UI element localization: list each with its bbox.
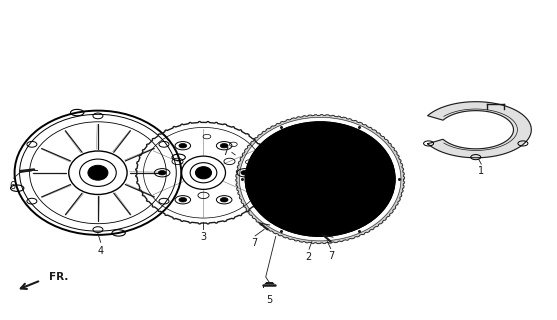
Text: 1: 1 bbox=[478, 166, 485, 176]
Ellipse shape bbox=[273, 191, 284, 197]
Ellipse shape bbox=[265, 136, 376, 222]
Text: 7: 7 bbox=[251, 238, 257, 248]
Ellipse shape bbox=[245, 122, 395, 236]
Ellipse shape bbox=[288, 147, 299, 153]
Ellipse shape bbox=[179, 197, 187, 202]
Ellipse shape bbox=[179, 143, 187, 148]
Text: 4: 4 bbox=[97, 246, 104, 256]
Ellipse shape bbox=[319, 141, 330, 147]
Text: 7: 7 bbox=[223, 147, 229, 157]
Ellipse shape bbox=[158, 171, 166, 175]
Text: 7: 7 bbox=[328, 251, 334, 261]
Text: 2: 2 bbox=[305, 252, 311, 262]
Ellipse shape bbox=[361, 173, 372, 179]
Ellipse shape bbox=[241, 171, 249, 175]
Ellipse shape bbox=[220, 143, 228, 148]
Ellipse shape bbox=[289, 155, 352, 203]
Ellipse shape bbox=[309, 171, 331, 188]
Ellipse shape bbox=[348, 151, 359, 157]
Polygon shape bbox=[428, 102, 531, 158]
Text: 6: 6 bbox=[9, 181, 16, 191]
Ellipse shape bbox=[299, 163, 341, 195]
Polygon shape bbox=[236, 115, 404, 244]
Ellipse shape bbox=[199, 170, 208, 176]
Ellipse shape bbox=[295, 208, 306, 214]
Ellipse shape bbox=[220, 197, 228, 202]
Ellipse shape bbox=[326, 210, 338, 216]
Text: 3: 3 bbox=[201, 232, 207, 242]
Ellipse shape bbox=[196, 167, 212, 179]
Ellipse shape bbox=[270, 167, 281, 173]
Text: FR.: FR. bbox=[49, 272, 69, 282]
Text: 5: 5 bbox=[266, 295, 272, 305]
Ellipse shape bbox=[353, 196, 364, 203]
Ellipse shape bbox=[88, 165, 108, 180]
